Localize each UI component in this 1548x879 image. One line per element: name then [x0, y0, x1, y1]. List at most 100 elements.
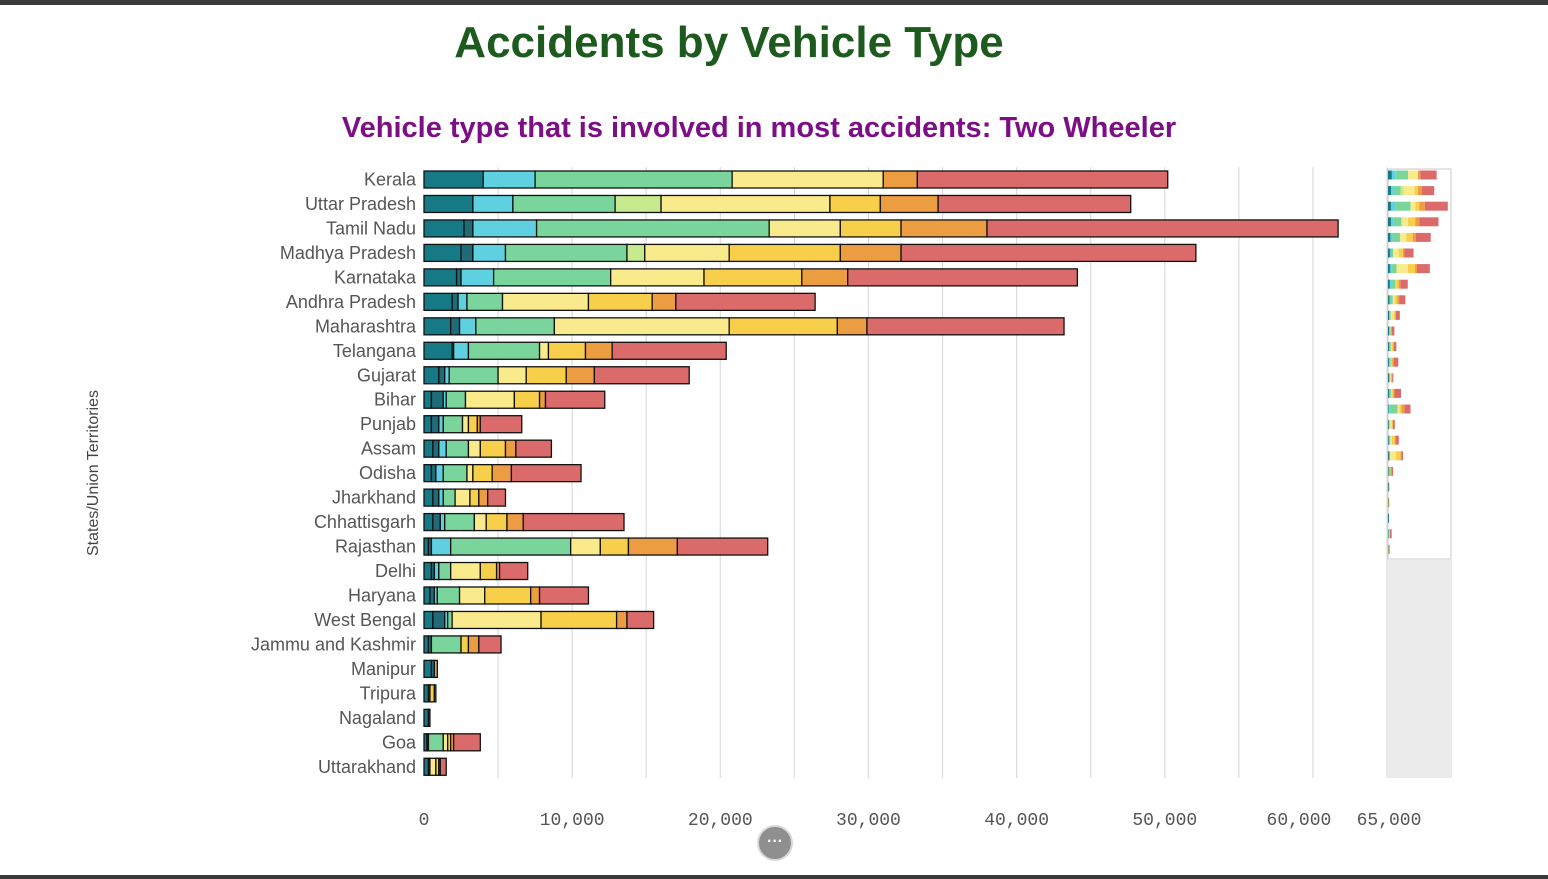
bar-segment[interactable] [423, 390, 433, 409]
bar-segment[interactable] [423, 317, 452, 336]
bar-segment[interactable] [570, 537, 601, 556]
bar-segment[interactable] [847, 268, 1079, 287]
bar-segment[interactable] [801, 268, 849, 287]
bar-segment[interactable] [497, 366, 527, 385]
bar-segment[interactable] [433, 561, 440, 581]
bar-segment[interactable] [731, 170, 884, 189]
bar-segment[interactable] [525, 366, 567, 385]
bar-segment[interactable] [768, 219, 841, 238]
bar-segment[interactable] [473, 512, 487, 532]
bar-segment[interactable] [448, 366, 499, 385]
bar-segment[interactable] [676, 537, 769, 556]
bar-segment[interactable] [423, 610, 434, 630]
bar-segment[interactable] [587, 292, 653, 312]
bar-segment[interactable] [423, 439, 434, 458]
bar-segment[interactable] [504, 439, 517, 458]
bar-segment[interactable] [423, 635, 430, 654]
bar-segment[interactable] [538, 586, 590, 605]
bar-segment[interactable] [423, 561, 433, 581]
bar-segment[interactable] [430, 415, 440, 434]
bar-segment[interactable] [937, 194, 1132, 214]
bar-segment[interactable] [547, 341, 587, 360]
bar-segment[interactable] [457, 292, 468, 312]
bar-segment[interactable] [675, 292, 816, 312]
bar-segment[interactable] [510, 463, 582, 483]
bar-segment[interactable] [472, 463, 493, 483]
bar-segment[interactable] [455, 268, 462, 287]
bar-segment[interactable] [460, 635, 470, 654]
bar-segment[interactable] [538, 390, 547, 409]
bar-segment[interactable] [882, 170, 919, 189]
bar-segment[interactable] [438, 488, 444, 507]
bar-segment[interactable] [442, 488, 456, 507]
bar-segment[interactable] [423, 243, 462, 263]
bar-segment[interactable] [504, 243, 628, 263]
bar-segment[interactable] [535, 219, 770, 238]
bar-segment[interactable] [432, 512, 441, 532]
bar-segment[interactable] [432, 439, 440, 458]
bar-segment[interactable] [460, 268, 495, 287]
bar-segment[interactable] [522, 512, 625, 532]
bar-segment[interactable] [484, 586, 532, 605]
bar-segment[interactable] [466, 463, 474, 483]
bar-segment[interactable] [423, 415, 433, 434]
bar-segment[interactable] [430, 463, 437, 483]
bar-segment[interactable] [553, 317, 730, 336]
bar-segment[interactable] [427, 733, 444, 752]
bar-segment[interactable] [423, 268, 458, 287]
bar-segment[interactable] [593, 366, 690, 385]
bar-segment[interactable] [610, 268, 705, 287]
bar-segment[interactable] [451, 292, 459, 312]
bar-segment[interactable] [467, 341, 541, 360]
bar-segment[interactable] [900, 243, 1197, 263]
bar-segment[interactable] [986, 219, 1339, 238]
bar-segment[interactable] [475, 317, 556, 336]
bar-segment[interactable] [463, 219, 474, 238]
bar-segment[interactable] [442, 463, 468, 483]
bar-segment[interactable] [442, 415, 464, 434]
bar-segment[interactable] [423, 512, 434, 532]
bar-segment[interactable] [728, 243, 841, 263]
bar-segment[interactable] [512, 194, 616, 214]
bar-segment[interactable] [445, 390, 467, 409]
bar-segment[interactable] [660, 194, 831, 214]
bars[interactable] [423, 170, 1339, 776]
bar-segment[interactable] [487, 488, 507, 507]
bar-segment[interactable] [432, 610, 446, 630]
bar-segment[interactable] [439, 757, 447, 776]
bar-segment[interactable] [466, 292, 504, 312]
bar-segment[interactable] [442, 733, 449, 752]
bar-segment[interactable] [438, 366, 446, 385]
bar-segment[interactable] [599, 537, 630, 556]
bar-segment[interactable] [439, 512, 446, 532]
bar-segment[interactable] [452, 733, 481, 752]
bar-segment[interactable] [728, 317, 838, 336]
bar-segment[interactable] [626, 243, 646, 263]
bar-segment[interactable] [444, 512, 476, 532]
bar-segment[interactable] [479, 561, 498, 581]
bar-segment[interactable] [423, 366, 440, 385]
bar-segment[interactable] [472, 243, 507, 263]
bar-segment[interactable] [538, 341, 550, 360]
bar-segment[interactable] [916, 170, 1169, 189]
bar-segment[interactable] [461, 415, 470, 434]
bar-segment[interactable] [423, 292, 453, 312]
bar-segment[interactable] [478, 488, 489, 507]
bar-segment[interactable] [427, 708, 431, 727]
bar-segment[interactable] [435, 463, 444, 483]
bar-segment[interactable] [479, 415, 523, 434]
bar-segment[interactable] [433, 684, 437, 703]
bar-segment[interactable] [626, 610, 655, 630]
bar-segment[interactable] [703, 268, 803, 287]
bar-segment[interactable] [611, 341, 727, 360]
bar-segment[interactable] [485, 512, 508, 532]
bar-segment[interactable] [444, 366, 450, 385]
bar-segment[interactable] [436, 586, 461, 605]
bar-segment[interactable] [458, 317, 477, 336]
bar-segment[interactable] [615, 610, 628, 630]
bar-segment[interactable] [423, 463, 433, 483]
bar-segment[interactable] [627, 537, 678, 556]
bar-segment[interactable] [467, 635, 480, 654]
bar-segment[interactable] [565, 366, 596, 385]
bar-segment[interactable] [450, 561, 481, 581]
